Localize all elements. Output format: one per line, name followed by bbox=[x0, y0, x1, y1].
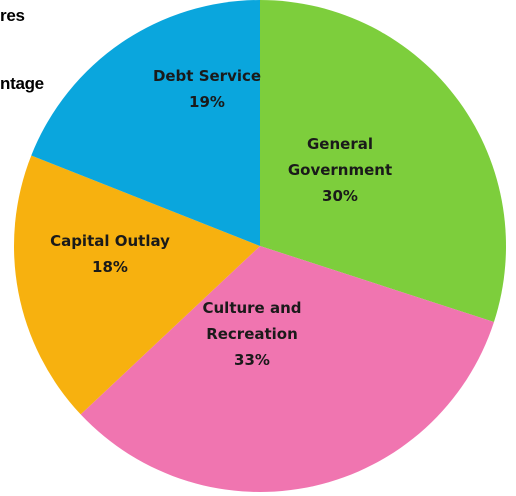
slice-value-label: 30% bbox=[322, 187, 358, 205]
slice-category-label: General bbox=[307, 135, 373, 153]
slice-label-3: Debt Service 19% bbox=[153, 67, 261, 111]
slice-category-label: Culture and bbox=[202, 299, 301, 317]
pie-slice-2 bbox=[13, 155, 260, 415]
slice-label-0: General Government 30% bbox=[288, 135, 392, 205]
legend-fragment-top: res bbox=[0, 6, 25, 25]
legend-fragment-bottom: ntage bbox=[0, 74, 44, 93]
slice-label-1: Culture and Recreation 33% bbox=[202, 299, 301, 369]
slice-label-2: Capital Outlay 18% bbox=[50, 232, 170, 276]
pie-slice-1 bbox=[80, 246, 494, 493]
pie-slice-0 bbox=[260, 0, 507, 323]
slice-value-label: 18% bbox=[92, 258, 128, 276]
slice-value-label: 33% bbox=[234, 351, 270, 369]
pie-slice-3 bbox=[31, 0, 261, 246]
slice-category-label: Government bbox=[288, 161, 392, 179]
slice-category-label: Recreation bbox=[206, 325, 298, 343]
slice-category-label: Debt Service bbox=[153, 67, 261, 85]
slice-value-label: 19% bbox=[189, 93, 225, 111]
slice-category-label: Capital Outlay bbox=[50, 232, 170, 250]
